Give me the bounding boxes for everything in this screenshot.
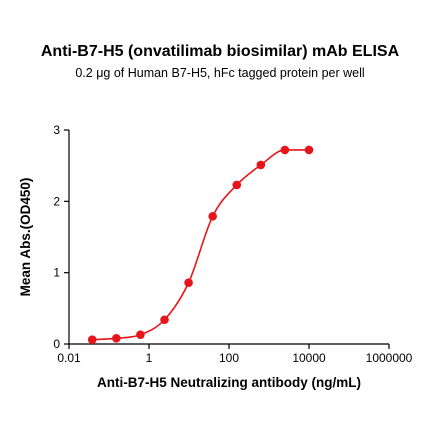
x-tick-label: 0.01: [57, 351, 81, 365]
y-tick-label: 3: [53, 123, 60, 137]
y-tick-label: 0: [53, 337, 60, 351]
y-axis-title: Mean Abs.(OD450): [18, 178, 33, 297]
x-ticks: 0.01 1 100 10000 1000000: [57, 344, 413, 365]
data-point: [184, 278, 193, 287]
data-point: [280, 145, 290, 155]
data-point: [87, 335, 97, 345]
y-ticks: 0 1 2 3: [53, 123, 69, 351]
data-point: [256, 160, 266, 170]
data-point: [136, 330, 145, 340]
y-tick-label: 1: [53, 266, 60, 280]
data-point: [112, 333, 121, 343]
chart-title: Anti-B7-H5 (onvatilimab biosimilar) mAb …: [40, 43, 400, 60]
data-point: [232, 180, 242, 190]
data-point: [304, 145, 314, 155]
data-point: [160, 315, 169, 325]
x-axis-title: Anti-B7-H5 Neutralizing antibody (ng/mL): [97, 375, 361, 390]
y-tick-label: 2: [53, 194, 60, 208]
x-tick-label: 1000000: [366, 351, 413, 365]
data-points: [87, 145, 314, 345]
x-tick-label: 10000: [292, 351, 326, 365]
x-tick-label: 100: [219, 351, 239, 365]
axes: [68, 130, 389, 345]
chart-subtitle: 0.2 μg of Human B7-H5, hFc tagged protei…: [75, 66, 365, 80]
fit-curve: [92, 149, 309, 341]
data-point: [208, 212, 217, 221]
x-tick-label: 1: [146, 351, 153, 365]
